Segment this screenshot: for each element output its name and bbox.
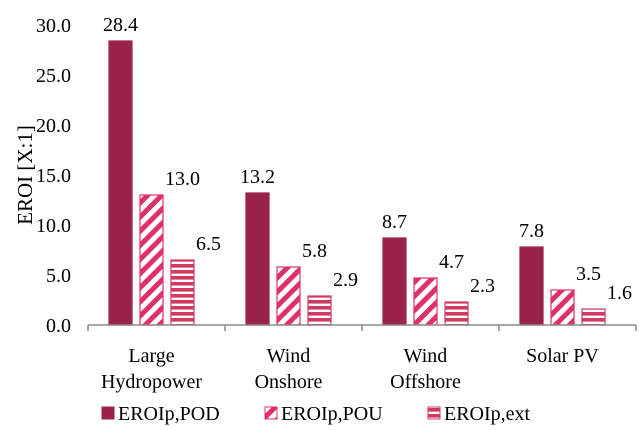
category-label: Solar PV: [526, 345, 599, 367]
legend-swatch: [101, 406, 115, 420]
data-label: 4.7: [439, 251, 464, 273]
data-label: 3.5: [576, 263, 601, 285]
y-tick-label: 25.0: [36, 65, 71, 87]
legend-label: EROIp,ext: [444, 403, 531, 425]
bar: [550, 289, 575, 326]
data-label: 7.8: [519, 220, 544, 242]
y-tick-label: 30.0: [36, 15, 71, 37]
bar: [245, 192, 270, 326]
bar: [170, 259, 195, 326]
bar: [444, 301, 469, 326]
bar: [139, 194, 164, 326]
bar: [519, 246, 544, 326]
y-axis-ticks: 0.0 5.0 10.0 15.0 20.0 25.0 30.0: [36, 15, 71, 337]
data-label: 8.7: [382, 211, 407, 233]
y-tick-label: 5.0: [46, 265, 71, 287]
bars: [108, 40, 606, 326]
data-label: 28.4: [103, 14, 138, 36]
y-tick-label: 0.0: [46, 315, 71, 337]
x-axis-tick-marks: [87, 325, 637, 331]
bar: [108, 40, 133, 326]
data-label: 13.0: [165, 168, 200, 190]
legend-swatch: [264, 406, 278, 420]
data-label: 13.2: [240, 166, 275, 188]
y-tick-label: 10.0: [36, 215, 71, 237]
data-label: 5.8: [302, 240, 327, 262]
legend: EROIp,POD EROIp,POU EROIp,ext: [101, 403, 531, 425]
category-label: Onshore: [255, 371, 323, 393]
category-label: Large: [128, 345, 174, 367]
data-label: 2.3: [470, 275, 495, 297]
y-tick-label: 15.0: [36, 165, 71, 187]
legend-label: EROIp,POD: [118, 403, 220, 425]
data-label: 2.9: [333, 269, 358, 291]
data-label: 6.5: [196, 233, 221, 255]
bar: [581, 308, 606, 326]
category-label: Hydropower: [101, 371, 202, 393]
category-label: Offshore: [390, 371, 461, 393]
bar: [276, 266, 301, 326]
legend-label: EROIp,POU: [281, 403, 383, 425]
data-labels: 28.4 13.0 6.5 13.2 5.8 2.9 8.7 4.7 2.3 7.8 3.5 1.6: [103, 14, 632, 304]
category-label: Wind: [404, 345, 448, 367]
bar: [307, 295, 332, 326]
data-label: 1.6: [607, 282, 632, 304]
bar: [413, 277, 438, 326]
y-axis-label: EROI [X:1]: [13, 125, 37, 225]
category-labels: Large Hydropower Wind Onshore Wind Offshore So…: [101, 345, 599, 393]
bar: [382, 237, 407, 326]
y-tick-label: 20.0: [36, 115, 71, 137]
category-label: Wind: [267, 345, 311, 367]
legend-swatch: [427, 406, 441, 420]
